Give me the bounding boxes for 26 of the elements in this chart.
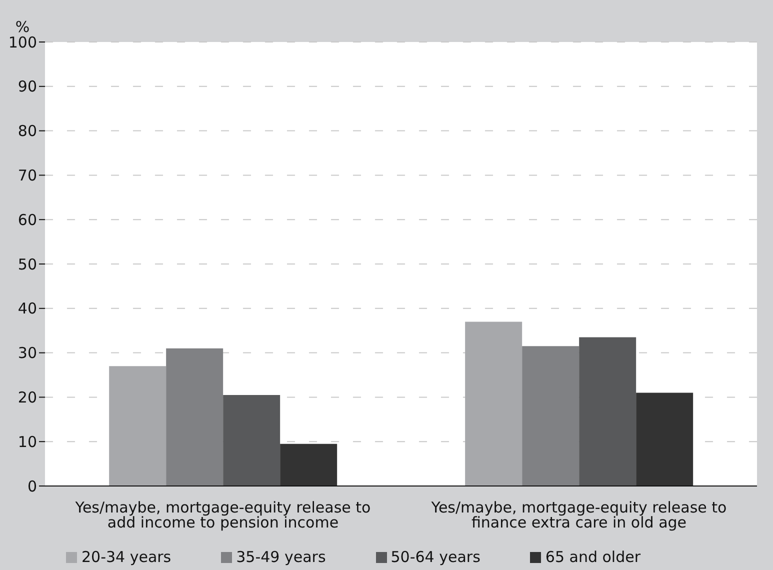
y-axis-title: % [15, 18, 30, 36]
bar [109, 366, 166, 486]
y-tick-label: 60 [18, 210, 37, 229]
legend-label: 35-49 years [236, 548, 326, 566]
bar [223, 394, 280, 486]
x-tick-label: Yes/maybe, mortgage-equity release to add income to pension income [74, 498, 371, 532]
bar [465, 322, 522, 486]
legend-label: 20-34 years [81, 548, 172, 566]
y-tick-label: 0 [27, 477, 37, 496]
bar [280, 444, 338, 486]
legend-label: 50-64 years [390, 548, 480, 566]
bar [166, 348, 224, 486]
y-tick-label: 70 [18, 166, 37, 185]
x-tick-label: Yes/maybe, mortgage-equity release to finance extra care in old age [430, 498, 727, 532]
bar [522, 346, 580, 486]
legend-label: 65 and older [545, 548, 641, 566]
y-tick-label: 90 [18, 78, 37, 96]
y-tick-label: 20 [18, 388, 37, 407]
y-tick-label: 80 [18, 122, 37, 140]
bar [636, 392, 694, 486]
y-tick-label: 50 [18, 255, 37, 274]
y-tick-label: 30 [18, 344, 37, 362]
y-tick-label: 100 [8, 33, 37, 52]
y-tick-label: 40 [18, 300, 37, 318]
bar [579, 337, 636, 486]
y-tick-label: 10 [18, 432, 37, 451]
